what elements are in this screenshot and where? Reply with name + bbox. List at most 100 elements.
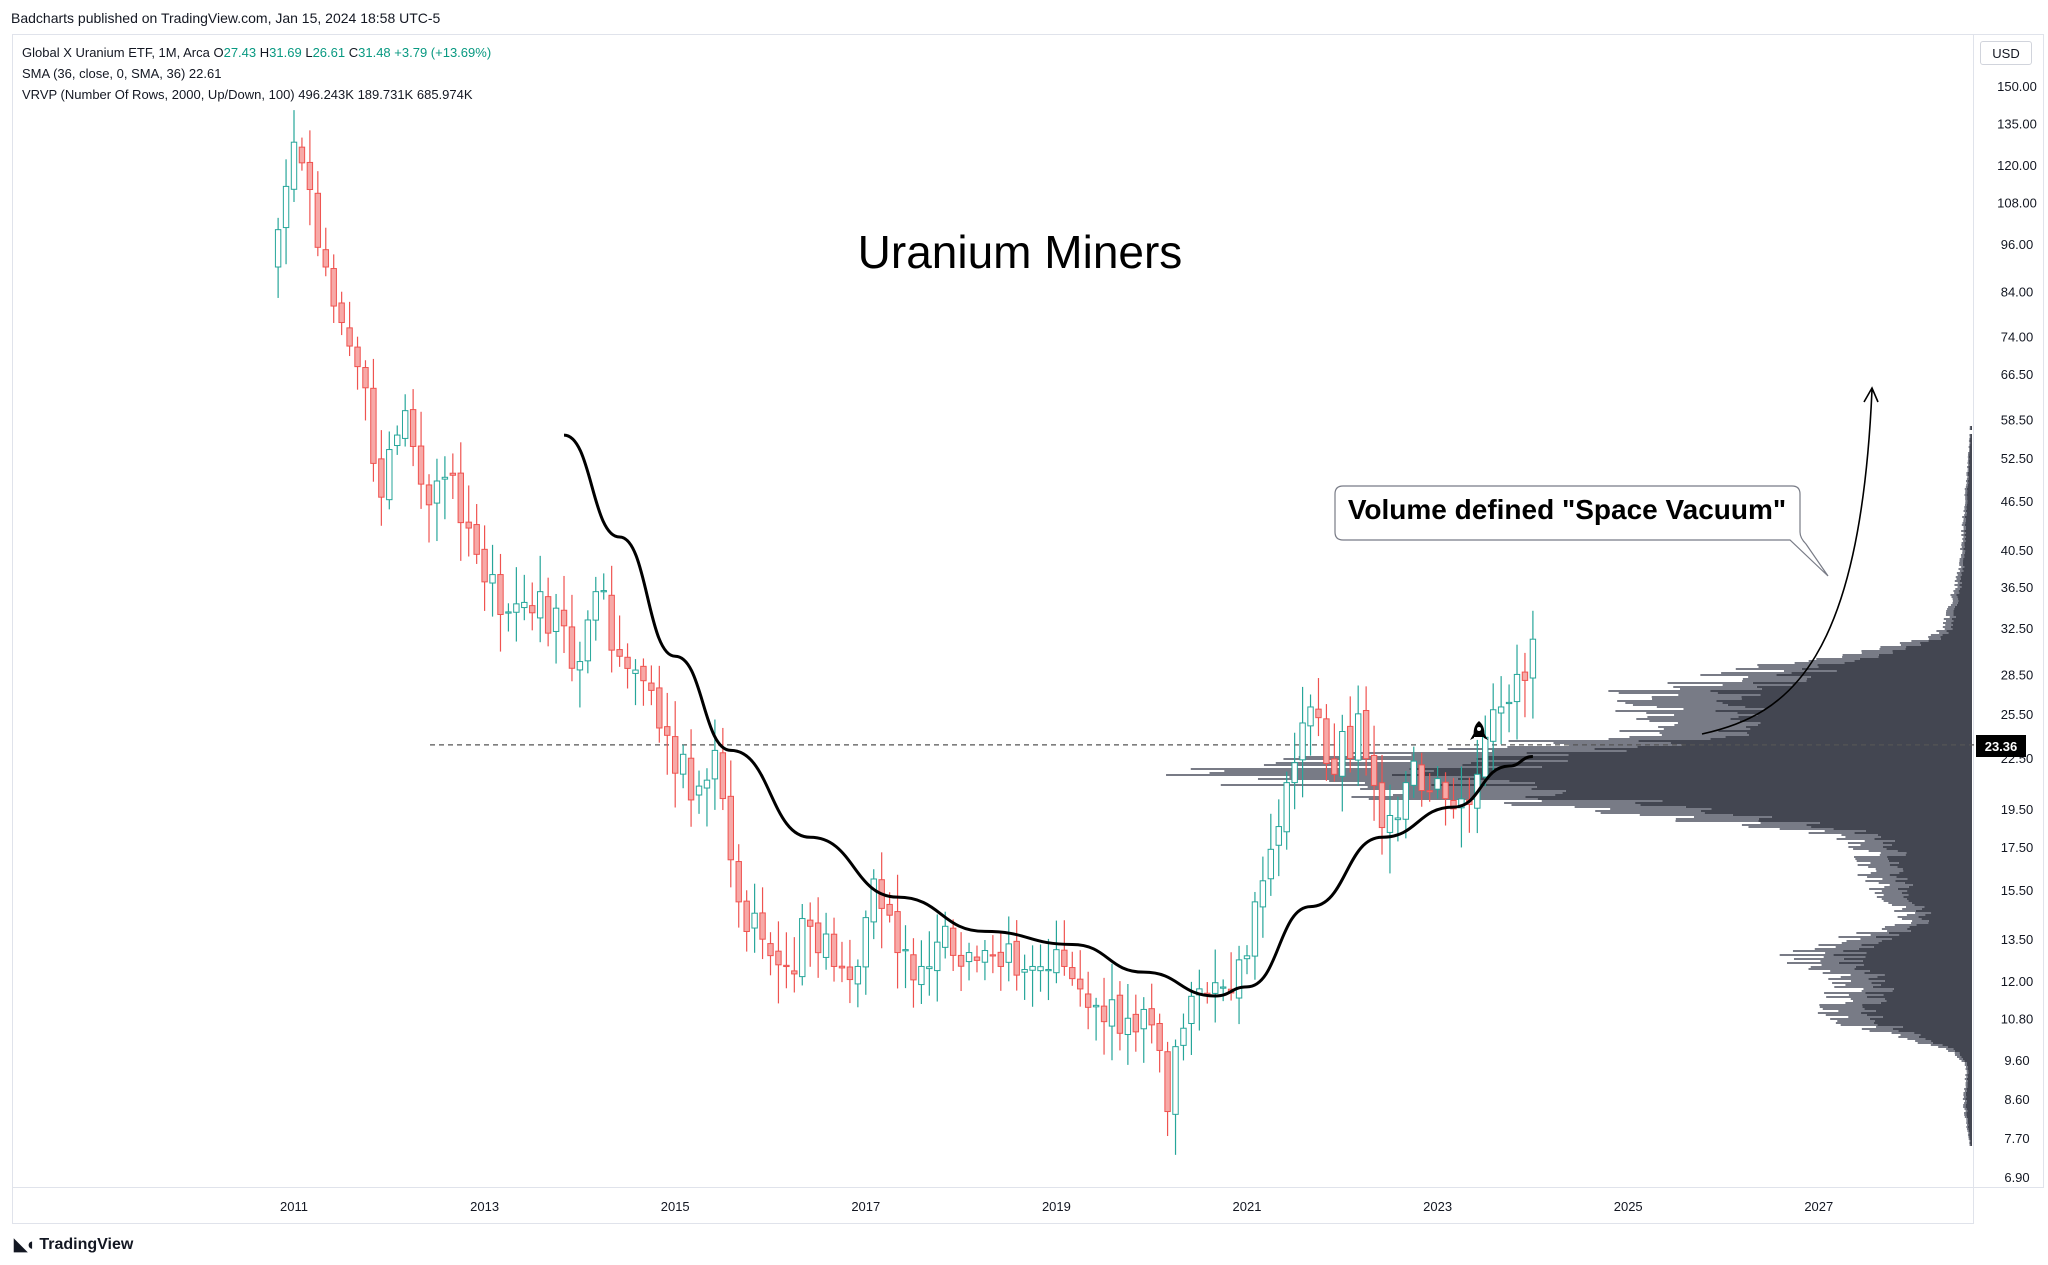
profile-row: [1969, 438, 1972, 440]
profile-row: [1969, 1144, 1972, 1146]
profile-row: [1639, 814, 1972, 816]
profile-row: [1553, 742, 1972, 744]
profile-row: [1651, 696, 1972, 698]
candle: [1061, 920, 1068, 976]
profile-row: [1837, 1020, 1972, 1022]
profile-row: [1963, 518, 1972, 520]
candle: [489, 544, 496, 617]
candle: [624, 643, 631, 689]
profile-row: [1832, 982, 1972, 984]
profile-row: [1915, 912, 1972, 914]
profile-row: [1947, 608, 1972, 610]
candle: [894, 874, 901, 989]
profile-row: [1961, 566, 1972, 568]
profile-row: [1961, 530, 1972, 532]
candle: [1053, 920, 1060, 984]
candle: [1505, 684, 1513, 733]
profile-row: [1969, 1140, 1972, 1142]
candle: [1251, 891, 1259, 980]
profile-row: [1964, 1088, 1972, 1090]
profile-row: [1969, 428, 1972, 430]
profile-row: [1898, 1036, 1972, 1038]
candle: [799, 903, 806, 986]
candle: [1196, 969, 1203, 1031]
y-tick-label: 46.50: [2001, 494, 2034, 509]
profile-row: [1674, 714, 1972, 716]
candle: [814, 897, 822, 978]
profile-row: [1967, 454, 1972, 456]
profile-row: [1841, 834, 1972, 836]
time-axis[interactable]: [12, 1188, 1974, 1224]
y-tick-label: 9.60: [2004, 1053, 2029, 1068]
candle: [560, 575, 568, 654]
profile-row: [1656, 706, 1972, 708]
profile-row: [1868, 850, 1972, 852]
profile-row: [1967, 460, 1972, 462]
price-axis[interactable]: [1974, 34, 2044, 1188]
vrvp-down: 189.731K: [357, 87, 414, 102]
profile-row: [1166, 774, 1972, 776]
profile-row: [1864, 840, 1972, 842]
profile-row: [1964, 1062, 1972, 1064]
profile-row: [1966, 474, 1972, 476]
profile-row: [1906, 906, 1972, 908]
y-tick-label: 58.50: [2001, 413, 2034, 428]
low-value: 26.61: [312, 45, 346, 60]
profile-row: [1822, 1008, 1972, 1010]
profile-row: [1608, 690, 1972, 692]
profile-row: [1959, 570, 1972, 572]
candle: [656, 665, 663, 743]
candle: [679, 744, 687, 789]
candle: [1370, 725, 1378, 821]
chart-pane[interactable]: [12, 34, 1974, 1188]
profile-row: [1675, 820, 1972, 822]
profile-row: [1965, 490, 1972, 492]
profile-row: [1967, 468, 1972, 470]
profile-row: [1967, 476, 1972, 478]
profile-row: [1847, 842, 1972, 844]
candle: [306, 130, 314, 226]
profile-row: [1957, 574, 1972, 576]
candle: [822, 912, 830, 970]
profile-row: [1863, 988, 1972, 990]
profile-row: [1963, 1106, 1972, 1108]
candle: [362, 360, 369, 421]
profile-row: [1848, 994, 1972, 996]
profile-row: [1283, 758, 1972, 760]
profile-row: [1364, 782, 1972, 784]
profile-row: [1618, 692, 1972, 694]
candle: [433, 458, 441, 542]
profile-row: [1675, 818, 1972, 820]
profile-row: [1353, 752, 1972, 754]
candle: [997, 931, 1005, 991]
x-axis-ticks: 2011 2013 2015 2017 2019 2021 2023 2025 2027: [280, 1199, 1833, 1214]
profile-row: [1825, 1014, 1972, 1016]
profile-row: [1884, 886, 1972, 888]
profile-row: [1410, 760, 1972, 762]
candle: [672, 701, 679, 808]
candle: [783, 932, 790, 989]
candle: [664, 692, 671, 775]
annotation-callout[interactable]: Volume defined "Space Vacuum": [1334, 485, 1829, 577]
y-tick-label: 36.50: [2001, 580, 2034, 595]
profile-row: [1649, 720, 1972, 722]
profile-row: [1936, 630, 1972, 632]
brand-name: TradingView: [39, 1236, 134, 1253]
tradingview-logo[interactable]: ◣◖ TradingView: [14, 1235, 133, 1255]
profile-row: [1963, 1104, 1972, 1106]
profile-row: [1965, 1074, 1972, 1076]
currency-button[interactable]: USD: [1980, 41, 2032, 65]
profile-row: [1700, 674, 1972, 676]
candle: [942, 911, 949, 959]
profile-row: [1808, 968, 1972, 970]
profile-row: [1959, 562, 1972, 564]
candle: [290, 110, 298, 202]
profile-row: [1828, 978, 1972, 980]
profile-row: [1861, 990, 1972, 992]
candle: [957, 932, 965, 992]
last-price-label: 23.36: [1976, 735, 2026, 757]
profile-row: [1964, 494, 1972, 496]
profile-row: [1968, 464, 1972, 466]
profile-row: [1808, 660, 1972, 662]
